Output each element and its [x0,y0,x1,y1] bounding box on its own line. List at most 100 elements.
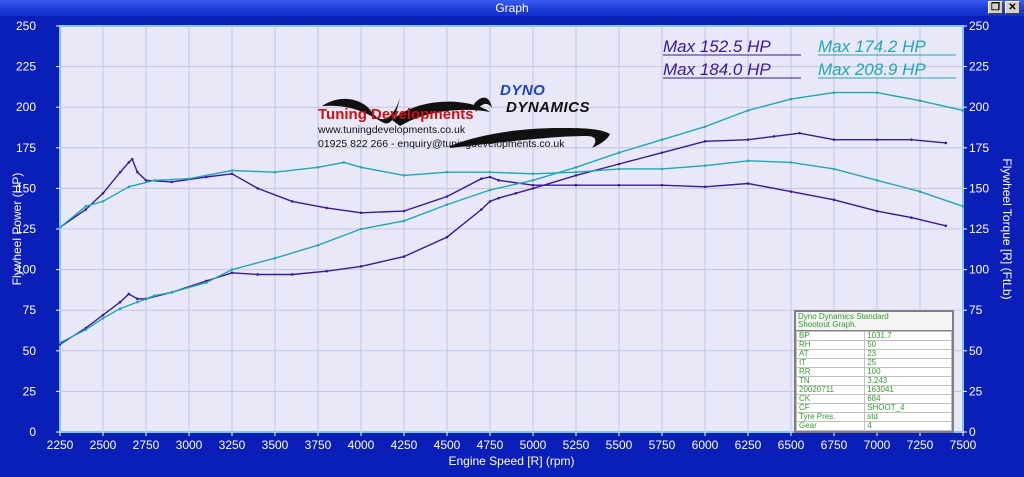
x-tick-label: 2500 [90,438,117,452]
x-axis-title: Engine Speed [R] (rpm) [448,454,574,468]
series-point [660,138,664,141]
x-tick-label: 3750 [305,438,332,452]
series-point [514,191,518,195]
series-point [402,255,406,258]
x-tick-label: 2250 [47,438,74,452]
close-button[interactable]: ✕ [1005,1,1020,14]
series-point [359,165,363,169]
series-point [944,224,948,228]
y-right-tick-label: 0 [969,425,976,439]
info-table-row: Tyre Pres. std [795,412,952,422]
y-left-tick-label: 250 [16,19,36,33]
series-point [617,167,621,171]
series-point [187,177,191,180]
info-table-header: Dyno Dynamics Standard Shootout Graph. [796,312,952,331]
tuning-developments-logo-graphic [322,97,610,148]
series-point [918,99,922,103]
series-lines [58,91,965,346]
series-point [832,167,836,171]
series-point [84,204,88,208]
series-point [153,178,156,182]
series-point [875,209,879,213]
max-labels: Max 152.5 HP Max 174.2 HP Max 184.0 HP Max … [663,37,956,79]
series-point [531,187,535,190]
max-label: Max 174.2 HP [818,37,926,56]
series-point [136,300,139,304]
x-tick-label: 6500 [778,438,805,452]
series-point [118,307,122,310]
series-point [290,273,294,276]
y-right-tick-label: 200 [969,100,989,114]
series-point [230,268,234,271]
y-right-tick-label: 150 [969,181,989,195]
dyno-logo-top: DYNO [500,82,546,99]
series-point [488,170,492,174]
y-left-tick-label: 150 [16,181,36,195]
info-value: 23 [864,349,952,359]
series-point [136,170,139,174]
series-point [359,227,363,231]
series-point [445,203,449,206]
series-point [746,109,750,112]
y-right-tick-label: 125 [969,222,989,236]
series-point [118,170,122,174]
y-left-tick-label: 125 [16,222,36,236]
series-point [153,294,156,297]
series-line-3 [59,91,964,344]
y-right-tick-label: 25 [969,384,983,398]
series-point [273,256,277,260]
series-point [660,183,664,187]
x-tick-labels: 2250 2500 2750 3000 3250 3500 3750 4000 4250 4500… [47,432,977,452]
series-point [617,151,621,154]
x-tick-label: 5000 [520,438,547,452]
series-point [488,175,492,179]
series-point [531,172,535,176]
series-point [789,190,793,193]
series-point [832,138,836,141]
series-point [574,165,578,169]
series-point [488,200,492,203]
series-point [772,135,776,138]
series-point [101,313,105,317]
series-point [316,165,320,169]
x-tick-label: 3000 [176,438,203,452]
info-table-row: Gear 4 [795,421,952,431]
series-point [703,185,707,189]
contact-text: 01925 822 266 - enquiry@tuningdevelopmen… [318,138,565,150]
restore-button[interactable]: ❐ [988,1,1003,14]
y-left-tick-label: 25 [23,384,37,398]
y-left-tick-labels: 0 25 50 75 100 125 150 175 200 225 250 [16,19,60,439]
y-left-tick-label: 75 [23,303,37,317]
series-point [832,91,836,94]
series-point [230,169,234,172]
y-right-tick-labels: 0 25 50 75 100 125 150 175 200 225 250 [963,19,989,439]
brand-name: Tuning Developments [318,106,474,123]
y-right-tick-label: 50 [969,344,983,358]
series-point [531,183,535,187]
series-point [127,185,131,189]
series-point [617,183,621,187]
series-point [402,219,406,223]
series-point [875,91,879,94]
series-point [746,182,750,185]
series-point [875,138,879,141]
info-value: std [864,412,952,422]
x-tick-label: 6250 [735,438,762,452]
x-tick-label: 5500 [606,438,633,452]
series-point [402,174,406,177]
series-point [574,170,578,174]
tuning-developments-logo: Tuning Developments www.tuningdevelopmen… [318,76,565,151]
series-point [58,341,62,344]
series-point [832,198,836,202]
series-point [798,131,801,135]
series-point [497,178,500,182]
info-table-header-line1: Dyno Dynamics Standard [798,312,889,321]
x-tick-label: 7500 [950,438,977,452]
y-right-tick-label: 250 [969,19,989,33]
x-tick-label: 4000 [348,438,375,452]
series-point [170,291,174,294]
website-text: www.tuningdevelopments.co.uk [318,124,466,136]
series-point [84,208,88,211]
info-key: AT [795,349,866,359]
series-point [144,178,148,182]
